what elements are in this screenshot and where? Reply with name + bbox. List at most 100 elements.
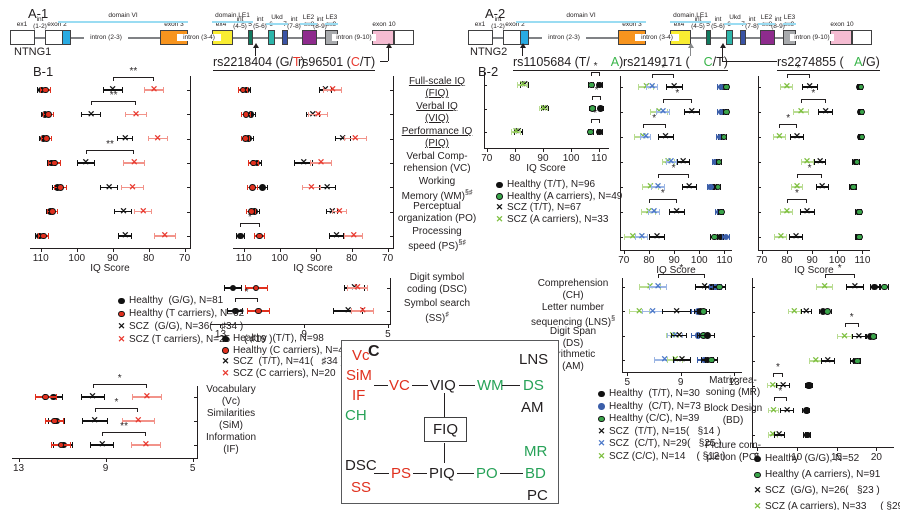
x-tick-label: 5 xyxy=(189,462,196,474)
marker-x: ✕ xyxy=(659,106,667,117)
error-cap xyxy=(800,159,802,165)
snp-label-rs2274855: rs2274855 ( A/G) xyxy=(777,55,880,71)
error-cap xyxy=(47,233,49,239)
x-tick xyxy=(279,248,281,252)
row-label-line1: Digit symbol xyxy=(409,272,465,283)
error-cap xyxy=(310,160,312,166)
legend-item-label: SCZ (C carriers), N=20 ( ♯19 ) xyxy=(233,367,378,379)
intron-label: intron (9-10) xyxy=(332,34,376,41)
error-cap xyxy=(809,358,811,364)
row-label-line2: (IF) xyxy=(223,444,239,455)
x-tick xyxy=(315,248,317,252)
error-cap xyxy=(50,87,52,93)
error-bar xyxy=(837,335,852,338)
legend-marker-dot xyxy=(598,403,605,410)
sig-bracket xyxy=(642,124,666,128)
exon-label: int (1-2) xyxy=(491,16,505,30)
row-label-coding (DSC): Digit symbol coding (DSC) xyxy=(382,272,492,296)
error-cap xyxy=(815,284,817,290)
error-bar xyxy=(308,113,329,116)
row-tick xyxy=(194,445,197,446)
panelc-connector xyxy=(444,393,446,417)
panelc-node-PIQ: PIQ xyxy=(429,465,455,482)
sig-bracket xyxy=(658,274,705,278)
intron-label: intron (2-3) xyxy=(542,34,586,41)
error-bar xyxy=(143,89,165,91)
error-cap xyxy=(362,233,364,239)
marker-x: ✕ xyxy=(802,306,810,317)
error-cap xyxy=(114,208,116,215)
legend-marker-x: ✕ xyxy=(597,425,606,436)
error-cap xyxy=(266,285,268,291)
legend-marker-dot xyxy=(754,455,761,462)
row-tick xyxy=(620,87,623,88)
x-tick xyxy=(220,324,222,328)
snp-connector-v xyxy=(388,47,389,61)
marker-x: ✕ xyxy=(803,206,811,217)
marker-x: ✕ xyxy=(648,81,656,92)
row-label-(PIQ): Performance IQ (PIQ) xyxy=(382,126,492,150)
error-cap xyxy=(667,357,669,363)
row-label-(FIQ): Full-scale IQ (FIQ) xyxy=(382,76,492,100)
error-cap xyxy=(134,208,136,215)
error-bar xyxy=(640,136,652,138)
error-cap xyxy=(767,382,769,389)
x-tick-label: 90 xyxy=(806,254,818,266)
marker-dot xyxy=(710,233,718,241)
x-axis-p1 xyxy=(30,248,190,250)
error-bar xyxy=(789,236,803,238)
x-tick-label: 13 xyxy=(12,462,25,474)
marker-x: ✕ xyxy=(638,231,646,242)
error-cap xyxy=(343,135,345,142)
error-cap xyxy=(51,442,53,448)
x-tick xyxy=(514,148,516,152)
snp-connector-v xyxy=(522,47,523,56)
error-cap xyxy=(334,184,336,191)
error-cap xyxy=(657,134,659,140)
row-label-line2: rehension (VC) xyxy=(403,163,471,174)
error-bar xyxy=(648,211,660,213)
sig-bracket xyxy=(591,72,600,76)
marker-x: ✕ xyxy=(300,157,308,168)
error-bar xyxy=(790,136,804,138)
error-bar xyxy=(820,360,835,362)
sig-bracket xyxy=(658,174,690,178)
marker-x: ✕ xyxy=(359,305,367,316)
row-tick xyxy=(752,410,755,412)
marker-dot xyxy=(858,108,866,116)
error-cap xyxy=(302,184,304,191)
error-cap xyxy=(47,160,49,166)
marker-x: ✕ xyxy=(539,102,548,113)
error-cap xyxy=(90,442,92,448)
sig-label: * xyxy=(778,386,783,398)
error-cap xyxy=(121,418,123,424)
legend-item-label: SCZ (T carriers), N=25 ( ♯19 ) xyxy=(129,334,273,345)
row-tick xyxy=(620,162,623,163)
error-cap xyxy=(648,209,650,215)
error-cap xyxy=(792,84,794,90)
error-bar xyxy=(657,136,674,138)
snp-text: /T) xyxy=(712,55,728,69)
error-bar xyxy=(347,287,368,289)
marker-dot xyxy=(259,183,266,191)
error-bar xyxy=(654,359,676,361)
panelc-node-PC: PC xyxy=(527,487,548,504)
error-cap xyxy=(342,233,344,239)
snp-text: /T) xyxy=(359,55,376,69)
row-tick xyxy=(758,112,761,113)
legend-marker-x: ✕ xyxy=(117,334,126,344)
error-cap xyxy=(818,109,820,115)
error-cap xyxy=(330,160,332,166)
error-cap xyxy=(668,109,670,115)
legend-marker-x: ✕ xyxy=(597,450,606,461)
row-label-line1: Arithmetic xyxy=(550,349,596,360)
error-cap xyxy=(657,84,659,90)
error-bar xyxy=(100,186,119,189)
marker-x: ✕ xyxy=(803,156,811,167)
error-cap xyxy=(373,308,375,314)
marker-dot xyxy=(703,332,711,340)
marker-dot xyxy=(715,158,723,166)
error-cap xyxy=(244,285,246,291)
error-cap xyxy=(510,129,512,135)
snp-text: A xyxy=(610,55,620,69)
